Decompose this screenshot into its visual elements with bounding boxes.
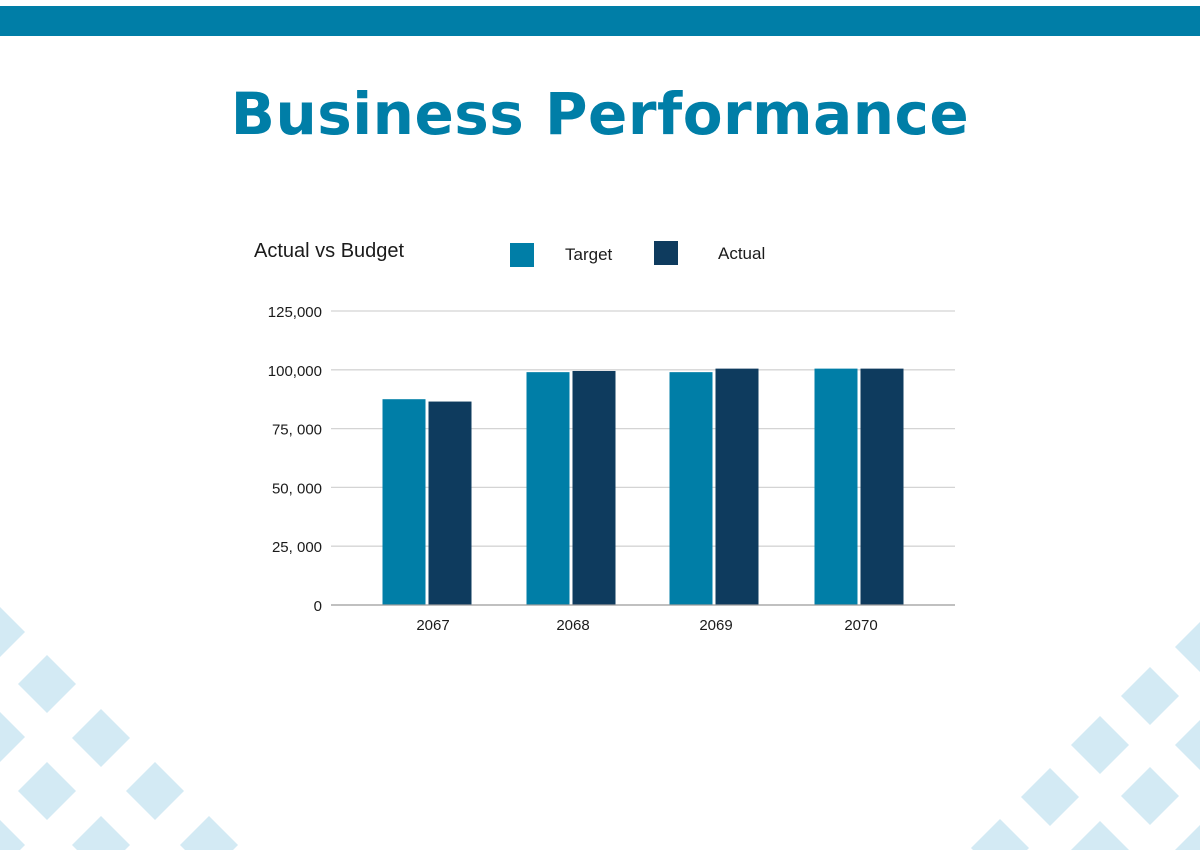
bar-actual-2069 bbox=[715, 368, 759, 605]
decorative-diamond bbox=[1175, 720, 1200, 770]
legend-swatch-target bbox=[510, 243, 534, 267]
bar-actual-2067 bbox=[428, 401, 472, 605]
y-tick-label: 75, 000 bbox=[272, 422, 322, 439]
x-tick-label: 2067 bbox=[416, 617, 449, 634]
y-tick-label: 125,000 bbox=[268, 304, 322, 321]
decorative-diamond bbox=[1175, 825, 1200, 850]
legend-label-target: Target bbox=[565, 245, 613, 264]
decorative-diamond bbox=[1071, 821, 1129, 850]
y-tick-label: 100,000 bbox=[268, 363, 322, 380]
decorative-diamond bbox=[180, 816, 238, 850]
x-tick-label: 2070 bbox=[844, 617, 877, 634]
decorative-diamond bbox=[0, 820, 25, 850]
decorative-diamond bbox=[72, 709, 130, 767]
bar-actual-2070 bbox=[860, 368, 904, 605]
bar-target-2070 bbox=[814, 368, 858, 605]
decorative-diamond bbox=[126, 762, 184, 820]
decorative-diamond bbox=[1175, 622, 1200, 672]
decorative-diamond bbox=[18, 655, 76, 713]
bar-target-2068 bbox=[526, 372, 570, 605]
bar-target-2067 bbox=[382, 399, 426, 605]
x-tick-label: 2068 bbox=[556, 617, 589, 634]
legend-label-actual: Actual bbox=[718, 244, 766, 263]
y-tick-label: 50, 000 bbox=[272, 480, 322, 497]
decorative-diamond bbox=[72, 816, 130, 850]
y-tick-label: 0 bbox=[314, 598, 322, 615]
decorative-diamond bbox=[18, 762, 76, 820]
chart-title: Actual vs Budget bbox=[254, 240, 405, 262]
y-tick-label: 25, 000 bbox=[272, 539, 322, 556]
x-tick-label: 2069 bbox=[699, 617, 732, 634]
bar-actual-2068 bbox=[572, 370, 616, 605]
decorative-diamond bbox=[1021, 768, 1079, 826]
top-accent-bar bbox=[0, 6, 1200, 36]
decorative-diamond bbox=[0, 607, 25, 657]
decorative-diamond bbox=[1121, 767, 1179, 825]
legend-swatch-actual bbox=[654, 241, 678, 265]
decorative-diamond bbox=[971, 819, 1029, 850]
decorative-diamond bbox=[0, 712, 25, 762]
decorative-diamond bbox=[1121, 667, 1179, 725]
bar-target-2069 bbox=[669, 372, 713, 605]
page-title: Business Performance bbox=[230, 80, 970, 148]
decorative-diamond bbox=[1071, 716, 1129, 774]
